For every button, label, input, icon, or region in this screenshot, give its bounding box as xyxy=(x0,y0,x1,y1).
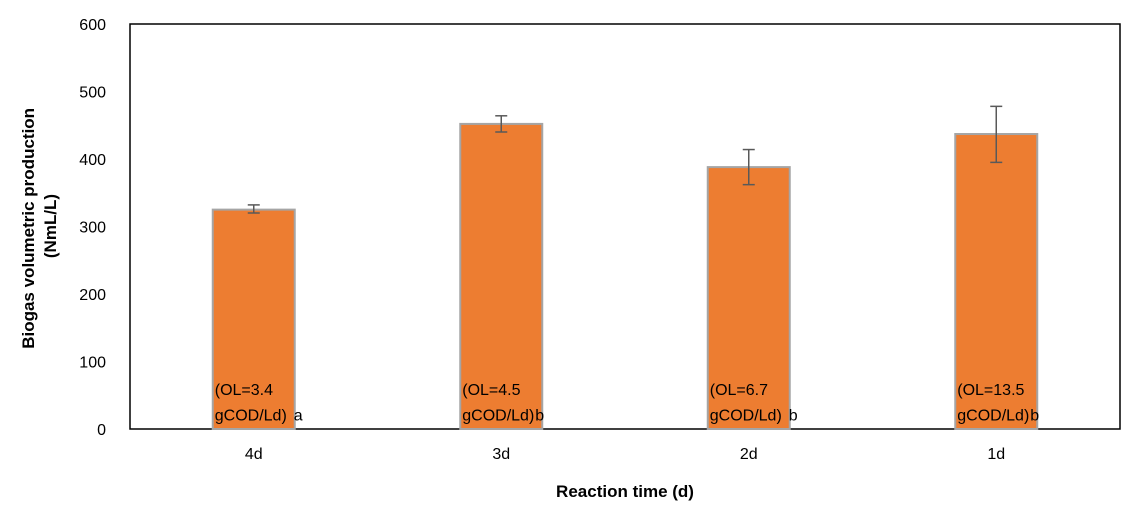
significance-letter: b xyxy=(1030,408,1039,425)
y-axis-ticks: 0 100 200 300 400 500 600 xyxy=(79,17,106,439)
bar xyxy=(954,133,1039,430)
x-tick-label: 3d xyxy=(492,446,510,463)
x-axis-title: Reaction time (d) xyxy=(556,482,694,501)
bar xyxy=(459,122,544,431)
y-tick-label: 500 xyxy=(79,85,106,102)
plot-frame xyxy=(129,23,1121,430)
y-tick-label: 0 xyxy=(97,422,106,439)
x-axis-ticks: 4d 3d 2d 1d xyxy=(245,446,1005,463)
y-tick-label: 400 xyxy=(79,152,106,169)
bar-annotation-line-2: gCOD/Ld) b xyxy=(710,408,798,425)
significance-letter: a xyxy=(294,408,303,425)
bars-group xyxy=(211,122,1039,431)
y-tick-label: 300 xyxy=(79,220,106,237)
error-bars-group xyxy=(247,105,1003,214)
bar-annotation-line-1: (OL=6.7 xyxy=(710,382,768,399)
bar-annotation-ol-unit: gCOD/Ld) xyxy=(957,408,1029,425)
significance-letter: b xyxy=(535,408,544,425)
x-tick-label: 1d xyxy=(987,446,1005,463)
bar-annotation-line-2: gCOD/Ld) a xyxy=(215,408,303,425)
bar-annotation-line-1: (OL=13.5 xyxy=(957,382,1024,399)
bar-annotation-ol-unit: gCOD/Ld) xyxy=(710,408,782,425)
significance-letter: b xyxy=(789,408,798,425)
bar-annotation-ol-unit: gCOD/Ld) xyxy=(215,408,287,425)
y-axis-title-line-1: Biogas volumetric production xyxy=(19,108,38,349)
bar-annotation-line-2: gCOD/Ld)b xyxy=(957,408,1039,425)
y-tick-label: 200 xyxy=(79,287,106,304)
bar-annotation-line-1: (OL=3.4 xyxy=(215,382,273,399)
y-tick-label: 600 xyxy=(79,17,106,34)
bar-annotation-line-2: gCOD/Ld)b xyxy=(462,408,544,425)
bar-annotation-ol-unit: gCOD/Ld) xyxy=(462,408,534,425)
bar-annotation-line-1: (OL=4.5 xyxy=(462,382,520,399)
x-tick-label: 2d xyxy=(740,446,758,463)
y-tick-label: 100 xyxy=(79,355,106,372)
x-tick-label: 4d xyxy=(245,446,263,463)
y-axis-title-line-2: (NmL/L) xyxy=(41,194,60,258)
y-axis-title: Biogas volumetric production (NmL/L) xyxy=(19,103,60,349)
